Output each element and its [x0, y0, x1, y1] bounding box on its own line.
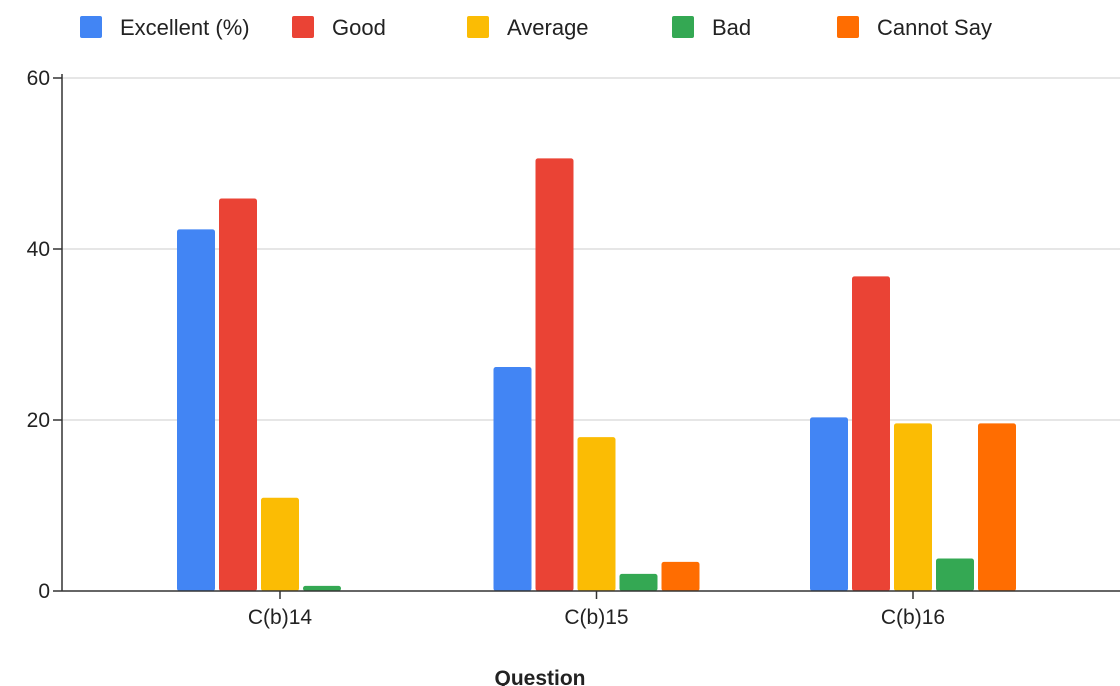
bar — [219, 198, 257, 591]
legend-label: Cannot Say — [877, 15, 992, 40]
legend: Excellent (%) Good Average Bad Cannot Say — [80, 15, 992, 40]
x-axis: C(b)14 C(b)15 C(b)16 — [62, 590, 1120, 629]
y-tick-label: 0 — [38, 580, 50, 603]
x-axis-title: Question — [494, 667, 585, 686]
bar — [852, 276, 890, 591]
x-tick-label: C(b)16 — [881, 606, 945, 629]
legend-label: Bad — [712, 15, 751, 40]
bars — [177, 158, 1016, 591]
x-tick-label: C(b)14 — [248, 606, 313, 629]
legend-label: Excellent (%) — [120, 15, 250, 40]
bar — [303, 585, 341, 591]
bar — [810, 417, 848, 591]
legend-swatch — [837, 16, 859, 38]
legend-label: Good — [332, 15, 386, 40]
bar — [261, 497, 299, 591]
y-tick-label: 20 — [27, 409, 50, 432]
bar — [661, 561, 700, 591]
bar — [978, 423, 1016, 591]
bar — [619, 573, 658, 591]
bar — [177, 229, 215, 591]
legend-swatch — [292, 16, 314, 38]
y-tick-label: 60 — [27, 67, 50, 90]
bar — [493, 366, 532, 591]
bar — [894, 423, 932, 591]
legend-label: Average — [507, 15, 589, 40]
y-axis: 0 20 40 60 — [27, 67, 63, 603]
bar — [577, 437, 616, 591]
x-tick-label: C(b)15 — [564, 606, 628, 629]
bar — [535, 158, 574, 591]
legend-swatch — [80, 16, 102, 38]
y-tick-label: 40 — [27, 238, 50, 261]
bar — [936, 558, 974, 591]
legend-swatch — [672, 16, 694, 38]
legend-swatch — [467, 16, 489, 38]
